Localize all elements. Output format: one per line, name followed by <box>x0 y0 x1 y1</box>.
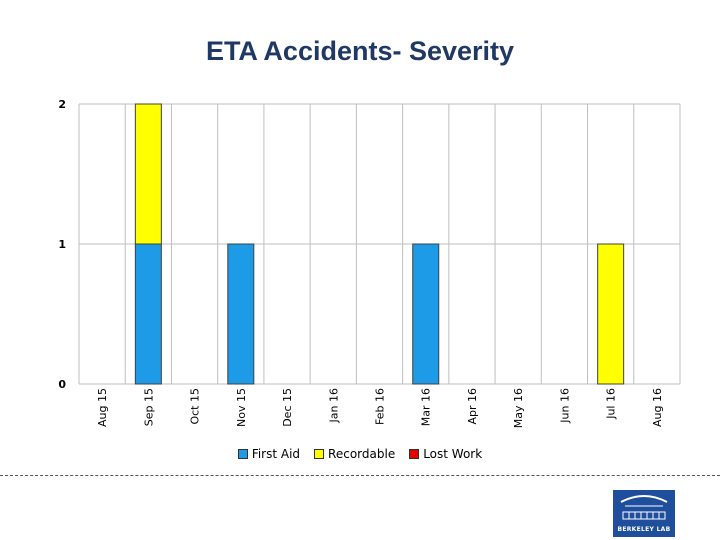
x-tick-label: Aug 15 <box>96 388 109 427</box>
berkeley-lab-logo: BERKELEY LAB <box>613 490 675 537</box>
y-tick-labels: 0 1 2 <box>58 98 66 391</box>
x-tick-label: Jun 16 <box>558 388 571 424</box>
bar-recordable-jul-16 <box>597 243 625 385</box>
gridlines <box>78 103 681 385</box>
legend-item-first-aid: First Aid <box>237 447 301 461</box>
x-tick-label: Sep 15 <box>142 388 155 426</box>
x-tick-label: Oct 15 <box>189 388 202 425</box>
chart-title: ETA Accidents- Severity <box>205 36 515 66</box>
legend-swatch-recordable <box>314 449 325 459</box>
legend-label-recordable: Recordable <box>328 447 396 461</box>
legend-swatch-first-aid <box>237 449 248 459</box>
bar-first-aid-mar-16 <box>412 243 440 385</box>
x-tick-label: Jul 16 <box>605 388 618 420</box>
legend-label-first-aid: First Aid <box>251 447 301 461</box>
legend-label-lost-work: Lost Work <box>423 447 483 461</box>
y-tick-label: 1 <box>58 238 66 251</box>
y-tick-label: 0 <box>58 378 66 391</box>
x-tick-label: Apr 16 <box>466 388 479 425</box>
x-tick-label: May 16 <box>512 388 525 428</box>
bar-first-aid-nov-15 <box>227 243 255 385</box>
bars <box>134 103 625 385</box>
x-tick-label: Aug 16 <box>651 388 664 427</box>
x-tick-label: Nov 15 <box>235 388 248 427</box>
bar-first-aid-sep-15 <box>134 243 162 385</box>
x-tick-label: Jan 16 <box>327 388 340 423</box>
legend: First Aid Recordable Lost Work <box>0 447 720 461</box>
bar-recordable-sep-15 <box>134 103 162 245</box>
y-tick-label: 2 <box>58 98 66 111</box>
logo-text: BERKELEY LAB <box>617 526 671 533</box>
legend-item-lost-work: Lost Work <box>409 447 482 461</box>
legend-swatch-lost-work <box>409 449 420 459</box>
x-tick-labels: Aug 15 Sep 15 Oct 15 Nov 15 Dec 15 Jan 16 Feb … <box>96 388 664 428</box>
x-tick-label: Feb 16 <box>374 388 387 425</box>
footer-divider <box>0 475 720 476</box>
x-tick-label: Dec 15 <box>281 388 294 427</box>
legend-item-recordable: Recordable <box>314 447 395 461</box>
x-tick-label: Mar 16 <box>420 388 433 426</box>
lab-building-icon <box>620 495 668 520</box>
